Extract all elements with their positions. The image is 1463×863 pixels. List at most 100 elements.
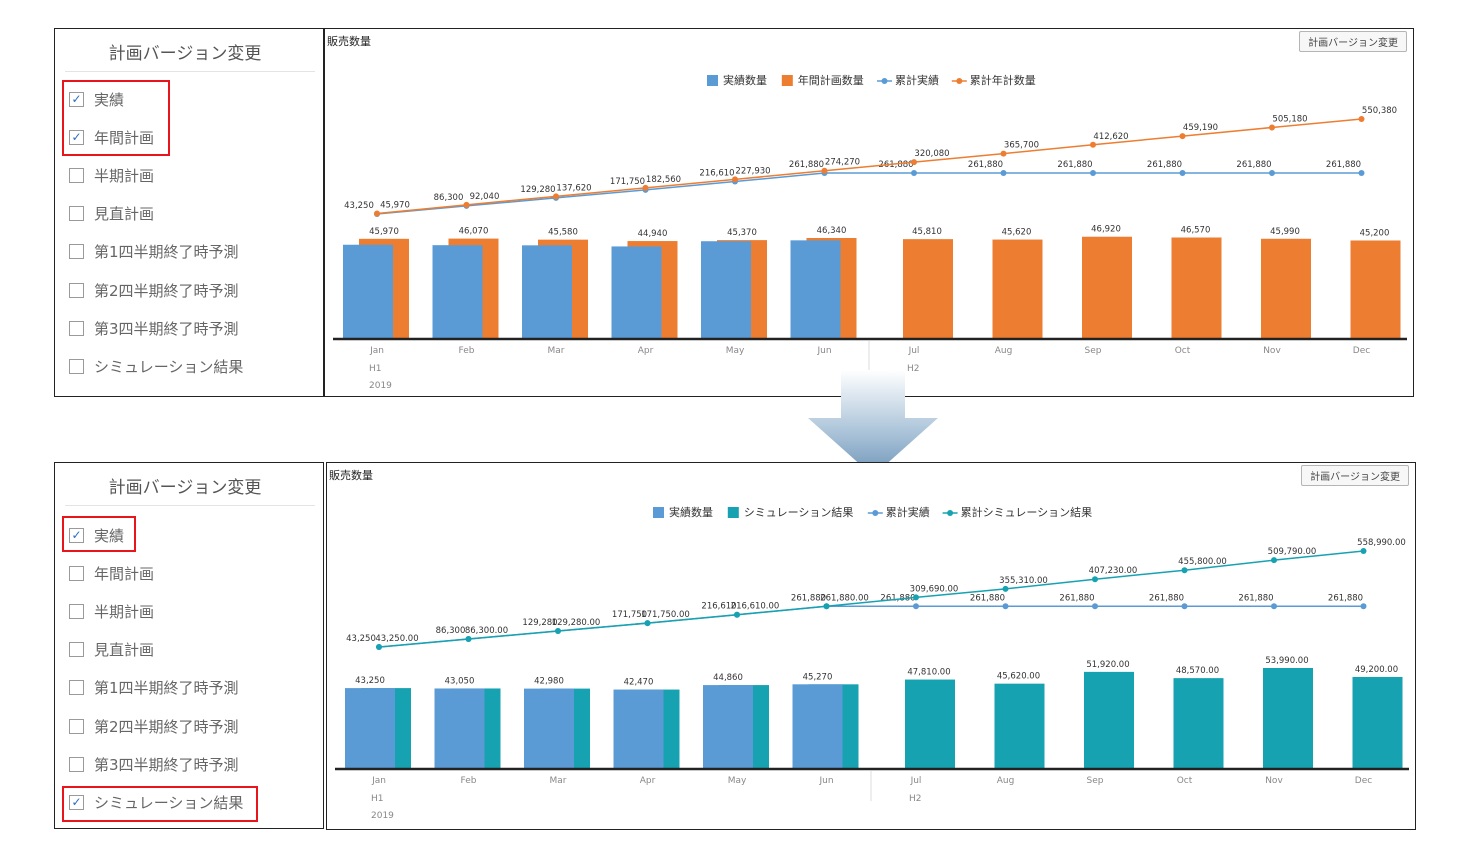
series-line (376, 172, 1362, 215)
bar-7 (994, 683, 1045, 769)
series-point (553, 193, 559, 200)
x-tick-label: Dec (1353, 346, 1370, 356)
version-option-label: 第2四半期終了時予測 (94, 717, 239, 736)
checkbox-icon[interactable] (69, 642, 84, 658)
series-point (1000, 150, 1007, 157)
checkbox-checked-icon[interactable]: ✓ (69, 91, 84, 107)
panel-title: 計画バージョン変更 (108, 44, 262, 64)
line-data-label: 129,280.00 (552, 618, 601, 628)
bar-8 (1084, 671, 1134, 769)
series-point (1271, 557, 1277, 564)
checkbox-icon[interactable] (69, 565, 84, 581)
checkbox-icon[interactable] (69, 680, 84, 696)
version-option[interactable]: 第1四半期終了時予測 (69, 676, 239, 700)
series-point (644, 620, 651, 627)
x-tick-label: Mar (548, 346, 565, 356)
half-label: H2 (909, 794, 922, 804)
series-point (1358, 170, 1365, 177)
version-option[interactable]: ✓ 年間計画 (69, 125, 154, 149)
checkbox-icon[interactable] (69, 358, 84, 374)
checkbox-icon[interactable] (69, 603, 84, 619)
line-data-label: 261,880 (1238, 593, 1273, 603)
checkbox-checked-icon[interactable]: ✓ (69, 794, 84, 810)
line-data-label: 129,280 (520, 185, 555, 195)
chart-canvas: 実績数量 シミュレーション結果 累計実績 累計シミュレーション結果 43,250 43,0… (335, 505, 1409, 821)
version-option[interactable]: 第3四半期終了時予測 (69, 752, 239, 776)
bar-actual (434, 688, 485, 769)
series-point (465, 635, 472, 642)
series-point (374, 210, 380, 217)
line-data-label: 171,750 (612, 610, 647, 620)
checkbox-icon[interactable] (69, 756, 84, 772)
bar-data-label: 45,370 (727, 228, 757, 238)
series-point (1179, 170, 1186, 177)
version-option-label: 年間計画 (94, 564, 155, 583)
sales-quantity-chart-top: 実績数量 年間計画数量 累計実績 累計年計数量 45,970 46,070 45,580 44… (324, 28, 1414, 397)
divider (65, 71, 315, 72)
version-option[interactable]: 半期計画 (69, 163, 154, 187)
plan-version-panel-top: 計画バージョン変更 ✓ 実績 ✓ 年間計画半期計画見直計画第1四半期終了時予測第2四半… (54, 28, 324, 397)
version-option[interactable]: 年間計画 (69, 561, 154, 585)
version-option[interactable]: 第2四半期終了時予測 (69, 278, 239, 302)
line-data-label: 171,750 (610, 177, 645, 187)
checkbox-icon[interactable] (69, 282, 84, 298)
bar-data-label: 46,070 (459, 227, 489, 237)
series-point (1269, 124, 1275, 131)
year-label: 2019 (369, 381, 392, 391)
bar-actual (522, 245, 572, 339)
legend-label: 年間計画数量 (798, 73, 864, 87)
plan-version-panel-bottom: 計画バージョン変更 ✓ 実績 年間計画 半期計画 見直計画 第1四半期終了時予測 第2四半期… (54, 462, 324, 829)
bar-data-label: 45,200 (1360, 228, 1390, 238)
line-data-label: 261,880 (1326, 160, 1361, 170)
version-option-label: 第1四半期終了時予測 (94, 243, 239, 262)
version-option[interactable]: ✓ シミュレーション結果 (69, 790, 243, 814)
bar-6 (905, 679, 955, 769)
version-option[interactable]: 見直計画 (69, 202, 154, 226)
x-tick-label: Nov (1263, 346, 1281, 356)
change-plan-version-button[interactable]: 計画バージョン変更 (1299, 31, 1407, 52)
version-option-label: シミュレーション結果 (94, 793, 244, 812)
version-option[interactable]: 第3四半期終了時予測 (69, 316, 239, 340)
bar-data-label: 46,920 (1091, 225, 1121, 235)
x-tick-label: Jun (818, 776, 833, 786)
bar-actual (611, 246, 662, 339)
checkbox-icon[interactable] (69, 320, 84, 336)
version-option[interactable]: シミュレーション結果 (69, 354, 243, 378)
version-option[interactable]: 第1四半期終了時予測 (69, 240, 239, 264)
version-option[interactable]: ✓ 実績 (69, 87, 124, 111)
checkbox-icon[interactable] (69, 244, 84, 260)
checkbox-icon[interactable] (69, 167, 84, 183)
version-option-label: 第3四半期終了時予測 (94, 755, 239, 774)
version-option[interactable]: ✓ 実績 (69, 523, 124, 547)
half-label: H1 (371, 794, 384, 804)
chart-title: 販売数量 (329, 469, 373, 482)
x-tick-label: Apr (640, 776, 656, 786)
line-data-label: 43,250.00 (375, 634, 418, 644)
bar-data-label: 42,470 (624, 678, 654, 688)
x-tick-label: Oct (1177, 776, 1193, 786)
series-point (555, 627, 561, 634)
series-point (1000, 170, 1007, 177)
x-tick-label: Jan (369, 346, 384, 356)
checkbox-icon[interactable] (69, 718, 84, 734)
line-data-label: 43,250 (346, 634, 376, 644)
line-data-label: 86,300 (436, 626, 466, 636)
change-plan-version-button[interactable]: 計画バージョン変更 (1301, 465, 1409, 486)
legend-swatch (781, 75, 793, 86)
version-option[interactable]: 第2四半期終了時予測 (69, 714, 239, 738)
version-option[interactable]: 半期計画 (69, 599, 154, 623)
checkbox-checked-icon[interactable]: ✓ (69, 527, 84, 543)
bar-actual (703, 685, 753, 769)
series-point (1179, 133, 1186, 140)
checkbox-icon[interactable] (69, 206, 84, 222)
bar-actual (345, 688, 395, 769)
line-data-label: 455,800.00 (1178, 557, 1227, 567)
bar-11 (1352, 676, 1403, 769)
line-data-label: 558,990.00 (1357, 538, 1406, 548)
sales-quantity-chart-bottom: 実績数量 シミュレーション結果 累計実績 累計シミュレーション結果 43,250 43,0… (326, 462, 1416, 830)
series-point (911, 170, 917, 177)
version-option[interactable]: 見直計画 (69, 638, 154, 662)
x-tick-label: Dec (1355, 776, 1372, 786)
checkbox-checked-icon[interactable]: ✓ (69, 129, 84, 145)
highlight-box (62, 80, 170, 156)
